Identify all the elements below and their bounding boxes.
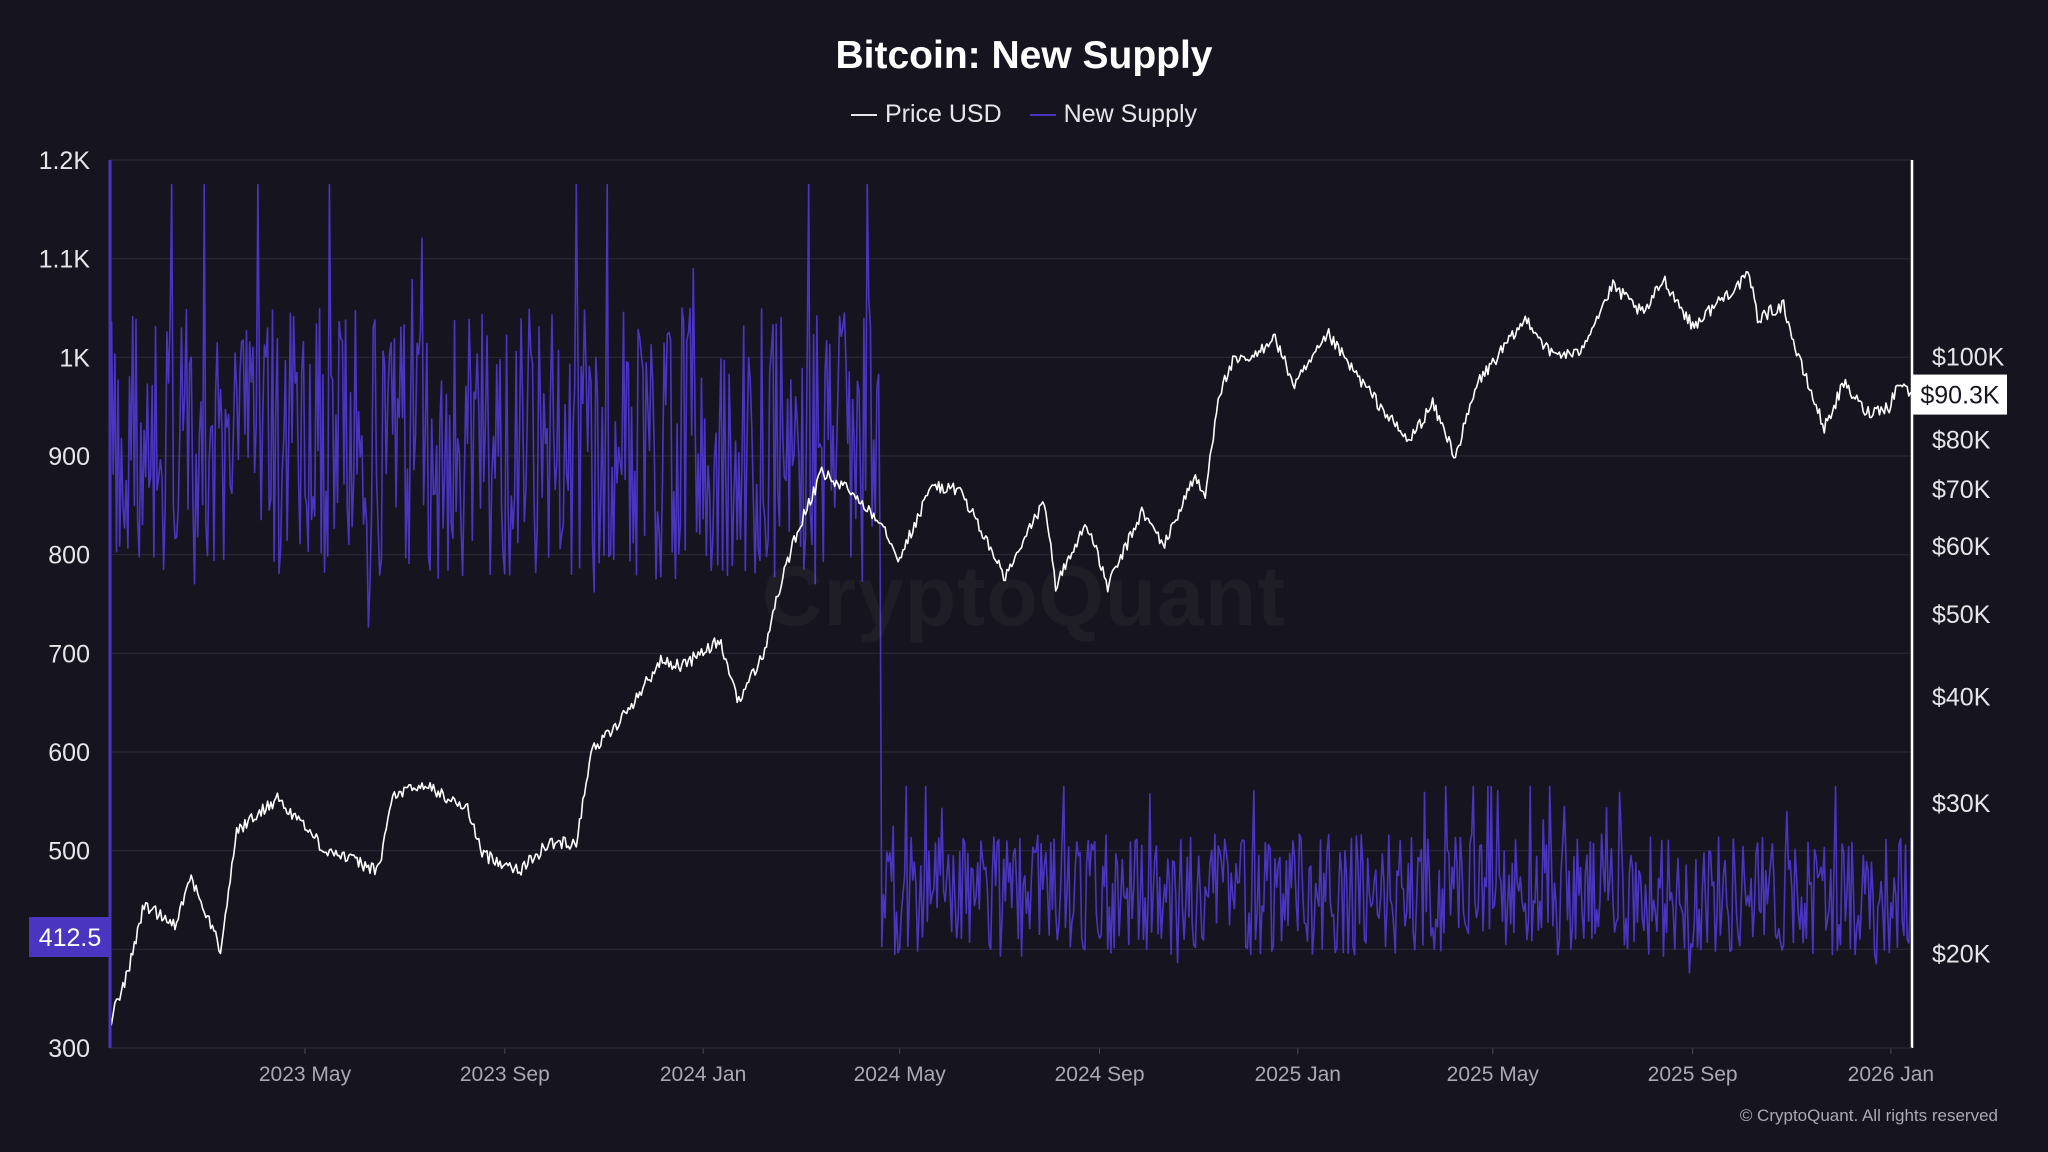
right-tick-label: $30K xyxy=(1932,790,1991,818)
copyright-notice: © CryptoQuant. All rights reserved xyxy=(1739,1106,1998,1125)
x-tick-label: 2025 Sep xyxy=(1648,1063,1738,1086)
left-tick-label: 800 xyxy=(48,542,90,570)
value-badges: $90.3K 412.5 xyxy=(29,374,2007,957)
supply-badge-background xyxy=(29,917,109,957)
x-axis: 2023 May 2023 Sep 2024 Jan 2024 May 2024 Sep… xyxy=(259,1048,1934,1086)
legend: Price USD New Supply xyxy=(0,100,2048,129)
left-tick-label: 700 xyxy=(48,640,90,668)
right-tick-label: $50K xyxy=(1932,601,1991,629)
chart-title: Bitcoin: New Supply xyxy=(835,34,1213,77)
left-tick-label: 600 xyxy=(48,739,90,767)
right-tick-label: $60K xyxy=(1932,533,1991,561)
supply-swatch-icon xyxy=(1029,113,1056,116)
legend-item-new-supply[interactable]: New Supply xyxy=(1029,100,1198,129)
legend-label-price: Price USD xyxy=(884,100,1002,128)
right-tick-label: $100K xyxy=(1932,344,2005,372)
x-tick-label: 2023 May xyxy=(259,1063,352,1086)
x-tick-label: 2024 Sep xyxy=(1055,1063,1145,1086)
price-swatch-icon xyxy=(850,113,877,116)
left-tick-label: 1.1K xyxy=(39,246,91,274)
legend-item-price[interactable]: Price USD xyxy=(850,100,1002,129)
right-tick-label: $70K xyxy=(1932,476,1991,504)
supply-badge-value: 412.5 xyxy=(39,924,102,952)
left-tick-label: 1K xyxy=(59,344,90,372)
new-supply-line xyxy=(109,183,1913,974)
price-badge-background xyxy=(1913,374,2007,415)
legend-label-new-supply: New Supply xyxy=(1063,100,1198,128)
price-usd-series xyxy=(109,271,1913,1029)
x-tick-label: 2024 Jan xyxy=(660,1063,746,1086)
x-tick-label: 2025 May xyxy=(1447,1063,1540,1086)
right-tick-label: $80K xyxy=(1932,426,1991,454)
axes xyxy=(108,160,1914,1049)
left-tick-label: 1.2K xyxy=(39,147,91,175)
x-tick-label: 2024 May xyxy=(854,1063,947,1086)
left-tick-label: 900 xyxy=(48,443,90,471)
watermark: CryptoQuant xyxy=(0,548,2048,645)
price-usd-line xyxy=(109,271,1913,1029)
x-tick-label: 2025 Jan xyxy=(1255,1063,1341,1086)
right-tick-label: $20K xyxy=(1932,940,1991,968)
right-axis-labels: $20K $30K $40K $50K $60K $70K $80K $100K xyxy=(1932,344,2005,969)
left-axis-labels: 300 500 600 700 800 900 1K 1.1K 1.2K xyxy=(39,147,91,1063)
left-tick-label: 300 xyxy=(48,1035,90,1063)
price-badge-value: $90.3K xyxy=(1920,382,2000,410)
x-tick-label: 2023 Sep xyxy=(460,1063,550,1086)
x-tick-label: 2026 Jan xyxy=(1848,1063,1934,1086)
new-supply-series xyxy=(109,183,1913,974)
left-tick-label: 500 xyxy=(48,838,90,866)
right-tick-label: $40K xyxy=(1932,683,1991,711)
